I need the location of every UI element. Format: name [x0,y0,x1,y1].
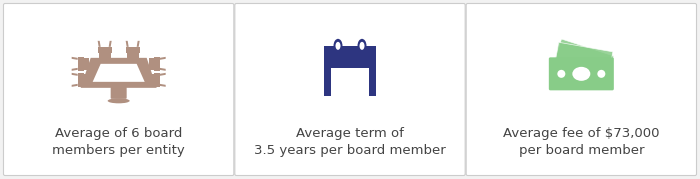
Polygon shape [78,73,84,87]
Polygon shape [160,57,166,60]
Polygon shape [71,84,78,87]
Ellipse shape [335,42,340,50]
Polygon shape [99,53,111,58]
FancyBboxPatch shape [331,68,369,98]
FancyBboxPatch shape [549,57,614,90]
Ellipse shape [333,39,342,53]
Polygon shape [108,41,112,47]
FancyBboxPatch shape [234,4,466,175]
Text: Average term of
3.5 years per board member: Average term of 3.5 years per board memb… [254,127,446,157]
Ellipse shape [358,39,367,53]
Polygon shape [154,57,160,71]
Text: Average of 6 board
members per entity: Average of 6 board members per entity [52,127,185,157]
Ellipse shape [360,42,365,50]
Polygon shape [553,39,614,83]
FancyBboxPatch shape [4,4,234,175]
Polygon shape [98,47,112,53]
Polygon shape [160,68,166,71]
Polygon shape [98,41,101,47]
FancyBboxPatch shape [324,46,376,96]
Polygon shape [92,64,145,82]
Polygon shape [148,74,154,86]
Polygon shape [126,47,140,53]
Polygon shape [127,53,139,58]
FancyBboxPatch shape [324,60,376,63]
Polygon shape [154,73,160,87]
Polygon shape [71,57,78,60]
Circle shape [557,70,566,78]
Polygon shape [160,73,166,76]
Polygon shape [84,58,89,70]
Polygon shape [126,41,129,47]
Polygon shape [136,41,140,47]
Polygon shape [78,57,84,71]
FancyBboxPatch shape [111,87,127,99]
Polygon shape [160,84,166,87]
Polygon shape [554,42,612,79]
Ellipse shape [108,98,130,103]
Text: Average fee of $73,000
per board member: Average fee of $73,000 per board member [503,127,659,157]
Ellipse shape [573,67,590,81]
Polygon shape [80,58,157,88]
Polygon shape [148,58,154,70]
FancyBboxPatch shape [466,4,696,175]
Polygon shape [71,68,78,71]
Polygon shape [84,74,89,86]
Circle shape [597,70,606,78]
Polygon shape [71,73,78,76]
